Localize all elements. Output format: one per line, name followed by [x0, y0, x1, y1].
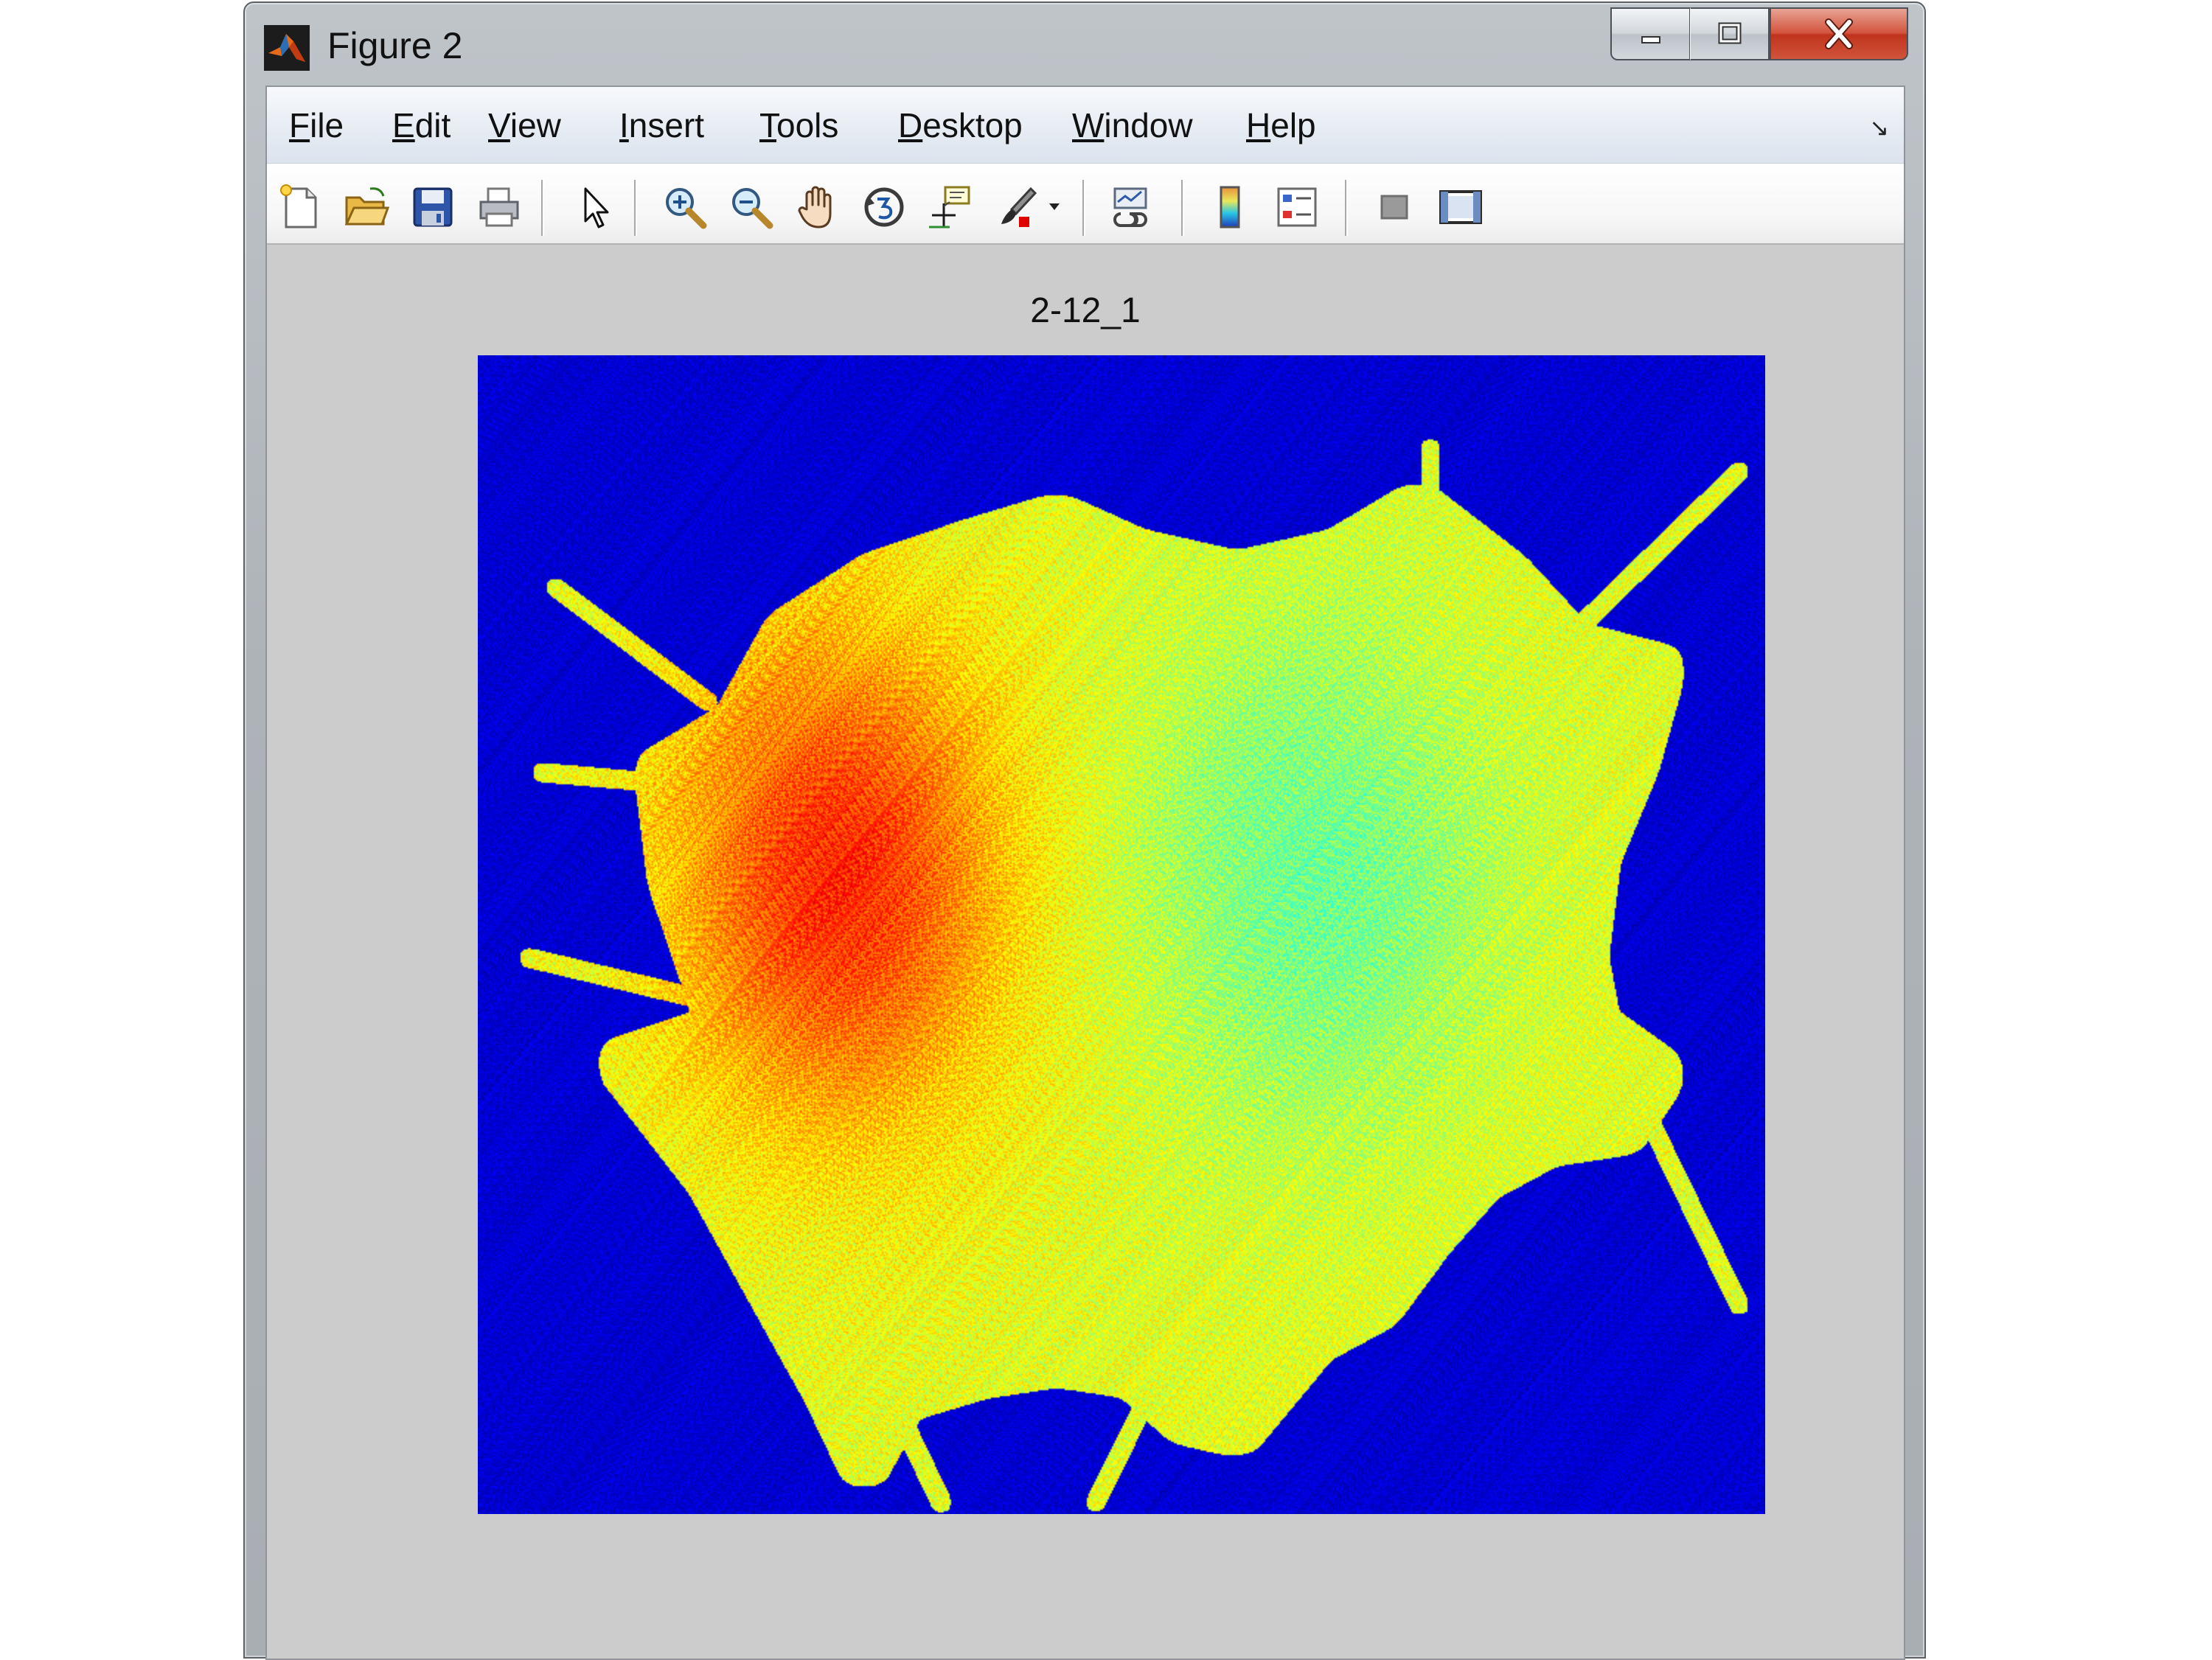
zoom-in-icon[interactable]: [662, 184, 708, 230]
menu-tools[interactable]: Tools: [759, 106, 839, 144]
maximize-icon: [1718, 22, 1741, 44]
menu-bar: File Edit View Insert Tools Desktop Wind…: [267, 87, 1904, 164]
menu-desktop[interactable]: Desktop: [898, 106, 1023, 144]
dock-figure-icon[interactable]: ↘: [1869, 114, 1889, 141]
print-figure-icon[interactable]: [476, 184, 522, 230]
edit-plot-cursor-icon[interactable]: [572, 184, 618, 230]
toolbar-separator: [541, 180, 544, 236]
figure-window: Figure 2 File: [243, 1, 1926, 1660]
open-file-icon[interactable]: [344, 184, 389, 230]
show-plot-tools-icon[interactable]: [1438, 184, 1484, 230]
pan-hand-icon[interactable]: [795, 184, 841, 230]
save-figure-icon[interactable]: [410, 184, 456, 230]
figure-client-area: File Edit View Insert Tools Desktop Wind…: [265, 86, 1905, 1660]
data-cursor-icon[interactable]: [928, 184, 973, 230]
minimize-button[interactable]: [1610, 7, 1690, 60]
figure-toolbar: [267, 164, 1904, 245]
axes-title: 2-12_1: [1030, 291, 1141, 330]
insert-colorbar-icon[interactable]: [1208, 184, 1253, 230]
new-figure-icon[interactable]: [277, 184, 323, 230]
close-icon: [1825, 18, 1853, 49]
menu-view[interactable]: View: [488, 106, 561, 144]
menu-insert[interactable]: Insert: [619, 106, 705, 144]
chevron-down-icon[interactable]: [1047, 199, 1062, 214]
minimize-icon: [1641, 36, 1660, 43]
toolbar-separator: [1181, 180, 1184, 236]
brush-icon[interactable]: [994, 184, 1040, 230]
maximize-button[interactable]: [1690, 7, 1770, 60]
window-title: Figure 2: [327, 25, 463, 66]
caption-buttons: [1610, 7, 1908, 60]
link-plot-icon[interactable]: [1107, 184, 1153, 230]
menu-help[interactable]: Help: [1246, 106, 1316, 144]
toolbar-separator: [1082, 180, 1085, 236]
insert-legend-icon[interactable]: [1274, 184, 1320, 230]
cell-heatmap-image[interactable]: [478, 355, 1765, 1514]
toolbar-separator: [634, 180, 637, 236]
menu-file[interactable]: File: [289, 106, 344, 144]
menu-window[interactable]: Window: [1072, 106, 1193, 144]
zoom-out-icon[interactable]: [728, 184, 774, 230]
rotate-3d-icon[interactable]: [861, 184, 907, 230]
title-bar[interactable]: Figure 2: [245, 3, 1924, 83]
close-button[interactable]: [1770, 7, 1908, 60]
menu-edit[interactable]: Edit: [392, 106, 451, 144]
hide-plot-tools-icon[interactable]: [1371, 184, 1417, 230]
matlab-logo-icon: [264, 25, 310, 71]
toolbar-separator: [1345, 180, 1348, 236]
